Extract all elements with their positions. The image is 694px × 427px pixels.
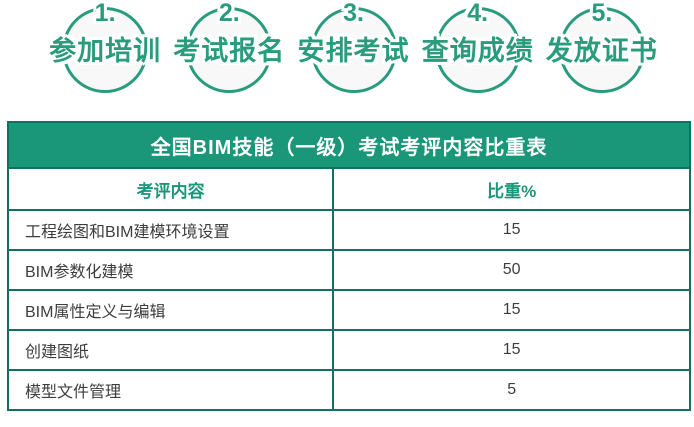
row-content-cell: 工程绘图和BIM建模环境设置 [6, 209, 335, 251]
step-label: 考试报名 [173, 36, 286, 66]
step-label: 参加培训 [49, 36, 162, 66]
row-weight-cell: 15 [332, 289, 691, 331]
table-title-row: 全国BIM技能（一级）考试考评内容比重表 [7, 121, 691, 169]
table-row: 工程绘图和BIM建模环境设置 15 [6, 209, 691, 251]
step-5: 5. 发放证书 [540, 0, 664, 106]
weight-table-container: 全国BIM技能（一级）考试考评内容比重表 考评内容 比重% 工程绘图和BIM建模… [6, 121, 691, 411]
step-number: 1. [94, 0, 116, 27]
row-weight-cell: 15 [332, 329, 691, 371]
row-content-cell: BIM属性定义与编辑 [6, 289, 335, 331]
step-circle-icon [310, 7, 397, 93]
step-number: 5. [591, 0, 613, 27]
table-row: 模型文件管理 5 [6, 369, 691, 411]
row-content-cell: 创建图纸 [6, 329, 335, 371]
table-title: 全国BIM技能（一级）考试考评内容比重表 [7, 121, 691, 169]
row-weight-cell: 15 [332, 209, 691, 251]
exam-weight-table: 全国BIM技能（一级）考试考评内容比重表 考评内容 比重% 工程绘图和BIM建模… [6, 121, 691, 411]
step-number: 2. [218, 0, 240, 27]
step-number: 4. [467, 0, 489, 27]
exam-process-steps: 1. 参加培训 2. 考试报名 3. 安排考试 4. 查询成绩 5. 发放证书 [0, 0, 694, 112]
table-row: 创建图纸 15 [6, 329, 691, 371]
step-number: 3. [343, 0, 364, 27]
table-row: BIM属性定义与编辑 15 [6, 289, 691, 331]
step-2: 2. 考试报名 [167, 0, 291, 106]
row-content-cell: 模型文件管理 [6, 369, 335, 411]
step-1: 1. 参加培训 [43, 0, 167, 106]
step-label: 安排考试 [297, 36, 410, 66]
step-label: 查询成绩 [421, 36, 534, 66]
row-weight-cell: 50 [332, 249, 691, 291]
step-label: 发放证书 [545, 36, 658, 66]
column-header-content: 考评内容 [6, 167, 335, 211]
row-weight-cell: 5 [332, 369, 691, 411]
step-circle-icon [434, 7, 521, 93]
step-4: 4. 查询成绩 [416, 0, 540, 106]
table-header-row: 考评内容 比重% [6, 167, 691, 211]
row-content-cell: BIM参数化建模 [6, 249, 335, 291]
step-circle-icon [186, 7, 273, 93]
table-row: BIM参数化建模 50 [6, 249, 691, 291]
step-circle-icon [62, 7, 149, 93]
step-3: 3. 安排考试 [291, 0, 415, 106]
step-circle-icon [558, 7, 645, 93]
column-header-weight: 比重% [332, 167, 691, 211]
